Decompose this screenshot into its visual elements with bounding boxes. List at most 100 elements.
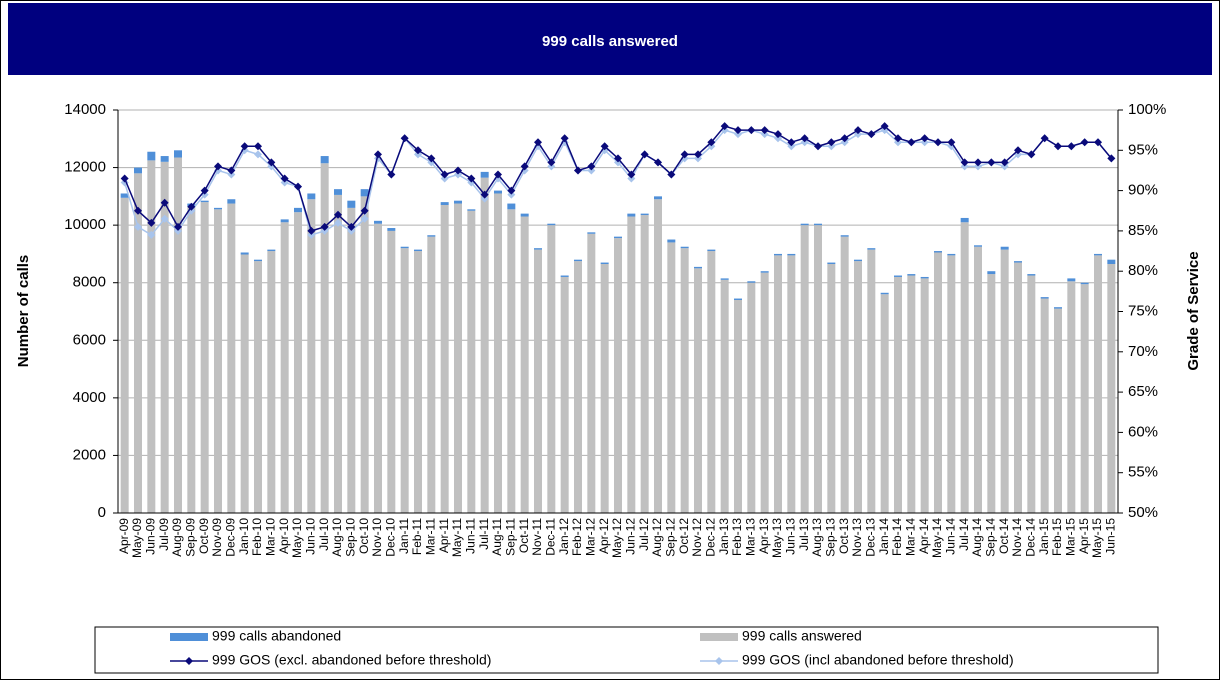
x-tick-label: May-13 [770,518,784,558]
x-tick-label: Oct-12 [677,518,691,554]
x-tick-label: Jul-14 [957,518,971,551]
x-tick-label: Dec-10 [384,518,398,557]
bar [800,223,809,226]
legend-swatch [700,633,738,641]
gos-marker [414,146,422,155]
bar [934,251,942,253]
gos-marker [240,146,249,155]
x-tick-label: Oct-11 [517,518,531,553]
gos-marker [1067,142,1076,151]
x-tick-label: Jan-10 [237,518,251,555]
x-tick-label: Mar-12 [584,518,598,556]
gos-marker [1054,142,1062,151]
gos-marker [760,126,769,135]
x-tick-label: Feb-12 [570,518,584,556]
gos-marker [280,174,289,183]
gos-marker [160,198,169,207]
y-tick-label: 4000 [73,389,106,406]
gos-marker [240,142,249,151]
y-tick-label: 8000 [73,274,106,291]
x-tick-label: Jul-10 [317,518,331,551]
bar [1054,308,1062,513]
bar [787,255,796,513]
bar [747,281,756,283]
bar [534,248,542,250]
gos-marker [147,230,156,239]
bar [614,236,622,239]
bar [467,209,476,211]
gos-marker [680,150,689,159]
bar [947,255,956,513]
x-tick-label: Apr-14 [917,518,931,554]
gos-marker [267,158,276,167]
bar [520,216,529,513]
x-tick-label: Apr-10 [277,518,291,554]
x-tick-label: Jun-12 [624,518,638,555]
x-tick-label: Dec-12 [704,518,718,557]
y2-tick-label: 60% [1128,423,1158,440]
bar [1107,264,1116,513]
x-tick-label: Jun-13 [784,518,798,555]
bar [587,232,596,234]
gos-marker [120,174,129,183]
gos-marker [147,218,156,227]
x-tick-label: Mar-13 [744,518,758,556]
bar [814,225,822,513]
bar [387,228,396,231]
bar [680,248,689,513]
gos-marker [347,222,356,231]
bar [627,216,636,513]
bar [894,275,902,277]
bar [547,225,556,513]
bar [640,213,649,216]
gos-marker [1000,162,1009,171]
x-tick-label: Oct-14 [997,518,1011,554]
gos-marker [320,222,329,231]
bar [440,202,449,205]
bar [454,200,462,204]
x-tick-label: Aug-12 [650,518,664,557]
gos-marker [254,150,262,159]
gos-marker [507,190,516,199]
x-tick-label: Sep-09 [184,518,198,557]
bar [134,167,142,174]
bar [734,298,742,300]
gos-marker [934,138,942,147]
y2-tick-label: 80% [1128,262,1158,279]
gos-marker [614,154,622,163]
gos-marker [174,226,182,235]
gos-marker [320,226,329,235]
bar [934,252,942,513]
y-tick-label: 2000 [73,446,106,463]
bar [1080,284,1089,513]
bar [667,242,676,513]
bar [680,246,689,249]
gos-marker [894,134,902,143]
gos-marker [1107,154,1116,163]
bar [654,199,662,513]
bar [720,279,729,513]
gos-marker [947,138,956,147]
gos-marker [494,170,502,179]
x-tick-label: Feb-10 [250,518,264,556]
x-tick-label: May-12 [610,518,624,558]
legend-swatch [715,657,723,665]
gos-marker [454,166,462,175]
bar [694,266,702,269]
x-tick-label: Oct-10 [357,518,371,554]
gos-marker [707,138,716,147]
bar [400,246,409,249]
bar [1040,298,1049,513]
x-tick-label: Apr-15 [1077,518,1091,554]
gos-marker [827,142,836,151]
gos-marker [694,154,702,163]
bar [480,177,489,513]
bar [787,253,796,256]
gos-marker [627,174,636,183]
bar [600,264,609,513]
bar [760,271,769,273]
bar [414,251,422,514]
gos-marker [840,134,849,143]
bar [347,200,356,208]
bar [920,276,929,279]
